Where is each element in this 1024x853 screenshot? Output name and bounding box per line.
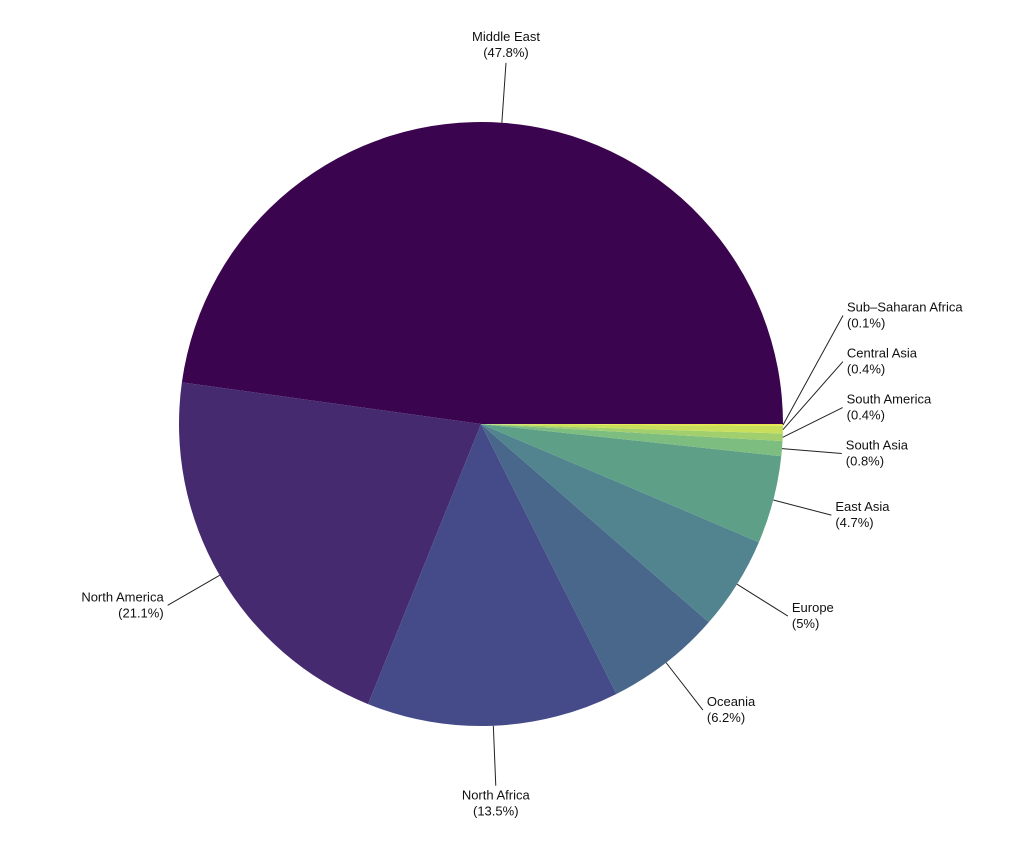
slice-label: Oceania (6.2%) xyxy=(707,694,756,725)
slice-label-name: Oceania xyxy=(707,694,756,709)
slice-label-name: Europe xyxy=(792,600,834,615)
slice-label-name: Middle East xyxy=(472,29,540,44)
leader-line xyxy=(782,407,843,438)
slice-label-name: South Asia xyxy=(846,438,909,453)
slice-label-name: North America xyxy=(81,589,164,604)
slice-label-value: (47.8%) xyxy=(483,45,529,60)
leader-line xyxy=(781,448,842,455)
slice-label: North Africa (13.5%) xyxy=(462,788,531,819)
leader-line xyxy=(665,662,704,711)
slice-label-value: (5%) xyxy=(792,616,819,631)
slice-label-name: Sub–Saharan Africa xyxy=(847,300,963,315)
slice-label-value: (0.4%) xyxy=(847,362,885,377)
slice-label-value: (4.7%) xyxy=(835,515,873,530)
pie-slice xyxy=(481,424,783,434)
slice-label: Central Asia (0.4%) xyxy=(847,346,918,377)
pie-slice xyxy=(181,121,784,424)
slice-label-value: (13.5%) xyxy=(473,804,519,819)
slice-label-name: South America xyxy=(847,392,932,407)
slice-label-value: (6.2%) xyxy=(707,710,745,725)
slice-label: South Asia (0.8%) xyxy=(846,438,909,469)
leader-line xyxy=(773,499,832,516)
pie-slice xyxy=(481,424,782,543)
leader-line xyxy=(782,361,844,431)
pie-slice xyxy=(481,424,783,457)
pie-slice xyxy=(368,424,617,727)
slice-label-value: (21.1%) xyxy=(118,605,164,620)
slice-label-name: North Africa xyxy=(462,788,531,803)
slice-label-name: Central Asia xyxy=(847,346,918,361)
slice-label: North America (21.1%) xyxy=(81,589,164,620)
slice-label-value: (0.1%) xyxy=(847,316,885,331)
leader-line xyxy=(736,583,789,617)
slice-label: East Asia (4.7%) xyxy=(835,499,890,530)
pie-slice xyxy=(481,424,783,442)
slice-label: South America (0.4%) xyxy=(847,392,932,423)
pie-slice xyxy=(179,382,481,705)
pie-slice xyxy=(481,424,759,623)
leader-line xyxy=(782,315,844,426)
slice-label: Middle East (47.8%) xyxy=(472,29,540,60)
slice-label-name: East Asia xyxy=(835,499,890,514)
slice-label: Europe (5%) xyxy=(792,600,834,631)
leader-line xyxy=(501,62,507,123)
pie-slice xyxy=(481,424,709,694)
leader-line xyxy=(167,574,220,606)
slice-label: Sub–Saharan Africa (0.1%) xyxy=(847,300,963,331)
slice-label-value: (0.4%) xyxy=(847,408,885,423)
leader-line xyxy=(492,725,497,786)
pie-slice xyxy=(481,424,783,426)
slice-label-value: (0.8%) xyxy=(846,454,884,469)
